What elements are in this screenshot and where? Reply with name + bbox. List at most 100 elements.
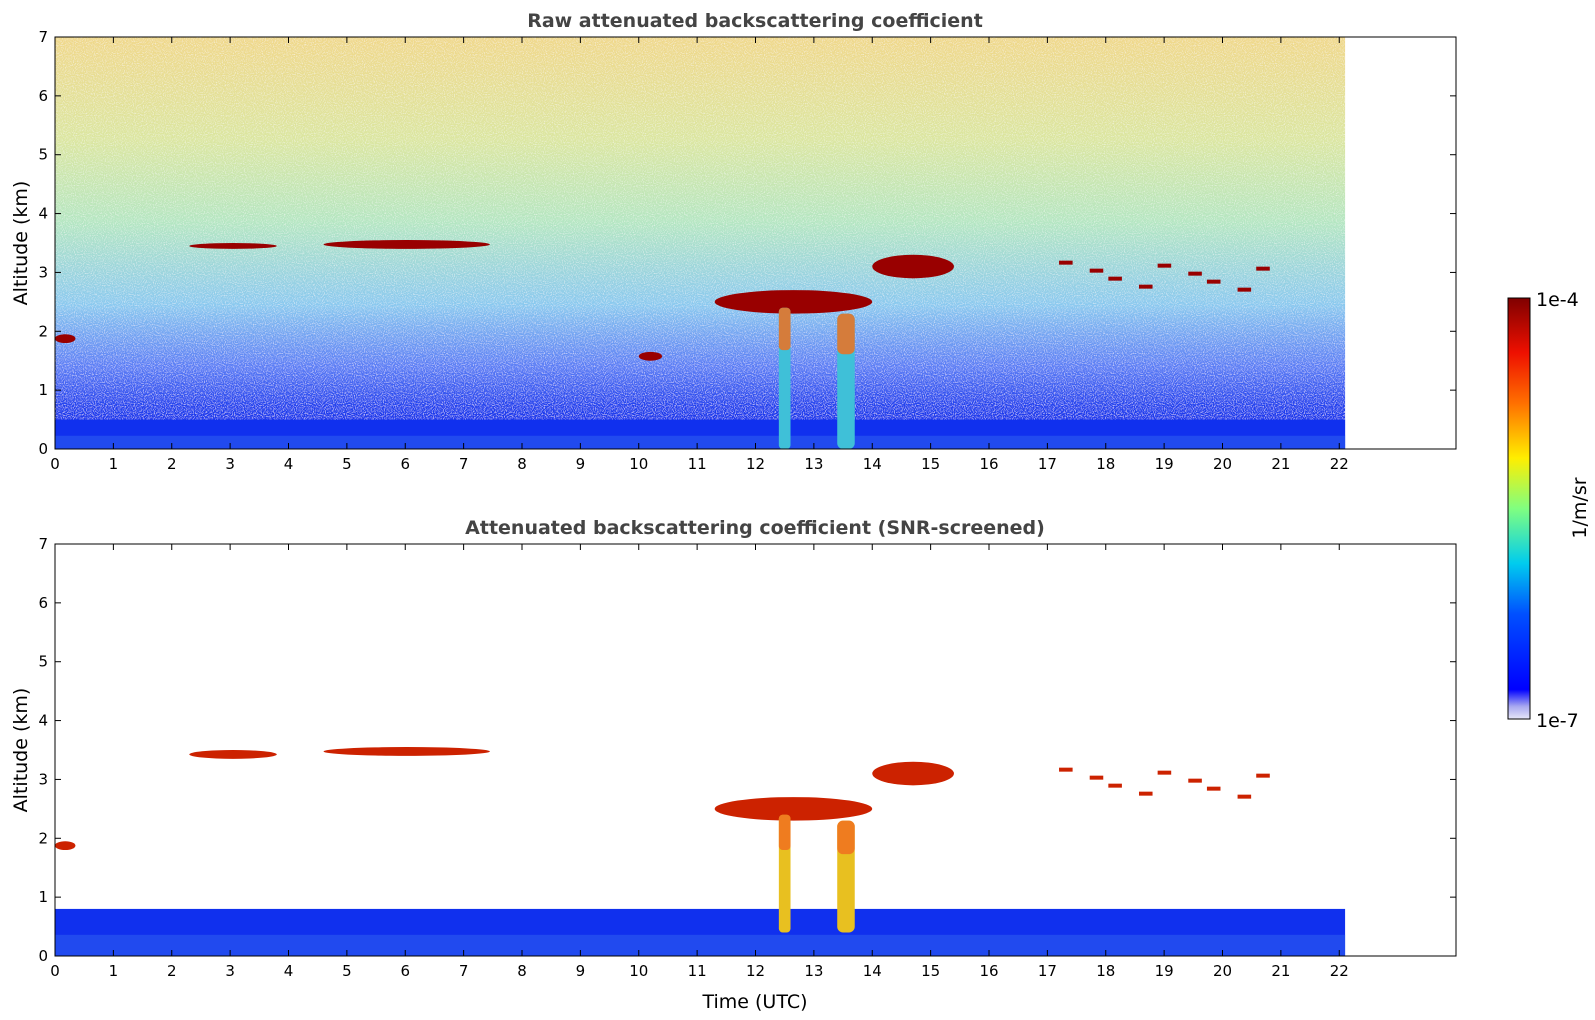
x-tick-label: 3 xyxy=(225,455,235,473)
panel-1-heatmap xyxy=(55,37,1346,449)
x-tick-label: 15 xyxy=(921,962,940,980)
x-tick-label: 8 xyxy=(517,962,527,980)
y-tick-label: 4 xyxy=(38,205,48,223)
feature-cloud-layer xyxy=(872,254,954,279)
feature-cloud-layer xyxy=(323,240,490,249)
panel-2-features xyxy=(55,747,1346,956)
colorbar-min-label: 1e-7 xyxy=(1536,710,1579,732)
x-tick-label: 19 xyxy=(1155,962,1174,980)
x-axis-label: Time (UTC) xyxy=(701,991,807,1013)
feature-cloud-layer xyxy=(55,841,76,851)
feature-scattered-cloud-fragments-piece xyxy=(1256,773,1270,778)
feature-scattered-cloud-fragments-piece xyxy=(1059,767,1073,772)
y-tick-label: 7 xyxy=(38,28,48,46)
x-tick-label: 12 xyxy=(746,962,765,980)
panel-1-features xyxy=(55,240,1346,449)
x-tick-label: 22 xyxy=(1330,455,1349,473)
feature-scattered-cloud-fragments-piece xyxy=(1089,775,1104,780)
y-tick-label: 5 xyxy=(38,653,48,671)
feature-cloud-layer xyxy=(872,761,954,786)
x-tick-label: 5 xyxy=(342,455,352,473)
x-tick-label: 4 xyxy=(284,962,294,980)
feature-scattered-cloud-fragments-piece xyxy=(1237,794,1252,799)
x-tick-label: 11 xyxy=(688,455,707,473)
feature-near-surface-aerosol-layer xyxy=(55,908,1346,956)
raw-backscatter-panel: Raw attenuated backscattering coefficien… xyxy=(10,10,1457,473)
x-tick-label: 22 xyxy=(1330,962,1349,980)
feature-cloud-layer xyxy=(189,243,277,249)
x-tick-label: 10 xyxy=(629,962,648,980)
feature-cloud-layer xyxy=(638,351,663,361)
x-tick-label: 3 xyxy=(225,962,235,980)
y-tick-label: 2 xyxy=(38,829,48,847)
feature-precipitation-streak xyxy=(778,307,791,449)
x-tick-label: 19 xyxy=(1155,455,1174,473)
panel-1-y-ticks: 0 1 2 3 4 5 6 7 xyxy=(38,28,1456,458)
feature-precipitation-streak xyxy=(778,814,791,933)
x-tick-label: 14 xyxy=(863,962,882,980)
feature-cloud-layer xyxy=(714,797,873,821)
x-tick-label: 13 xyxy=(804,962,823,980)
feature-scattered-cloud-fragments-piece xyxy=(1188,271,1202,276)
panel-1-title: Raw attenuated backscattering coefficien… xyxy=(527,10,983,32)
feature-scattered-cloud-fragments-piece xyxy=(1138,284,1153,289)
y-tick-label: 5 xyxy=(38,146,48,164)
x-tick-label: 6 xyxy=(400,455,410,473)
feature-precipitation-streak xyxy=(837,820,855,933)
x-tick-label: 14 xyxy=(863,455,882,473)
panel-1-noise-background xyxy=(55,37,1346,449)
feature-scattered-cloud-fragments-piece xyxy=(1157,263,1172,268)
y-tick-label: 7 xyxy=(38,535,48,553)
feature-scattered-cloud-fragments xyxy=(1059,260,1270,292)
feature-scattered-cloud-fragments-piece xyxy=(1237,287,1252,292)
snr-screened-panel: Attenuated backscattering coefficient (S… xyxy=(10,517,1457,1013)
y-tick-label: 6 xyxy=(38,594,48,612)
x-tick-label: 5 xyxy=(342,962,352,980)
y-tick-label: 1 xyxy=(38,381,48,399)
x-tick-label: 12 xyxy=(746,455,765,473)
feature-scattered-cloud-fragments-piece xyxy=(1188,778,1202,783)
feature-scattered-cloud-fragments xyxy=(1059,767,1270,799)
x-tick-label: 7 xyxy=(459,962,469,980)
x-tick-label: 21 xyxy=(1271,455,1290,473)
colorbar-max-label: 1e-4 xyxy=(1536,289,1579,311)
y-tick-label: 2 xyxy=(38,322,48,340)
x-tick-label: 18 xyxy=(1096,962,1115,980)
y-tick-label: 0 xyxy=(38,440,48,458)
x-tick-label: 10 xyxy=(629,455,648,473)
panel-2-heatmap xyxy=(55,747,1346,956)
x-tick-label: 0 xyxy=(50,455,60,473)
feature-scattered-cloud-fragments-piece xyxy=(1206,279,1221,284)
x-tick-label: 18 xyxy=(1096,455,1115,473)
x-tick-label: 17 xyxy=(1038,962,1057,980)
x-tick-label: 16 xyxy=(979,962,998,980)
feature-scattered-cloud-fragments-piece xyxy=(1059,260,1073,265)
feature-scattered-cloud-fragments-piece xyxy=(1089,268,1104,273)
panel-1-y-axis-label: Altitude (km) xyxy=(10,181,32,306)
feature-scattered-cloud-fragments-piece xyxy=(1138,791,1153,796)
feature-near-surface-aerosol-layer-core xyxy=(55,934,1346,956)
colorbar-ramp xyxy=(1507,297,1531,720)
x-tick-label: 20 xyxy=(1213,962,1232,980)
panel-1-x-ticks: 0 1 2 3 4 5 6 7 8 9 10 11 12 13 14 15 16 17 18 19 20 21 22 xyxy=(50,37,1349,473)
x-tick-label: 9 xyxy=(576,455,586,473)
feature-scattered-cloud-fragments-piece xyxy=(1256,266,1270,271)
x-tick-label: 1 xyxy=(109,455,119,473)
feature-precipitation-streak-top xyxy=(778,307,791,351)
feature-precipitation-streak-top xyxy=(837,313,855,355)
feature-cloud-layer xyxy=(714,290,873,314)
x-tick-label: 16 xyxy=(979,455,998,473)
panel-2-y-ticks: 0 1 2 3 4 5 6 7 xyxy=(38,535,1456,965)
x-tick-label: 0 xyxy=(50,962,60,980)
x-tick-label: 11 xyxy=(688,962,707,980)
feature-cloud-layer xyxy=(55,334,76,344)
x-tick-label: 9 xyxy=(576,962,586,980)
feature-precipitation-streak xyxy=(837,313,855,449)
colorbar-unit-label: 1/m/sr xyxy=(1569,477,1591,538)
feature-scattered-cloud-fragments-piece xyxy=(1157,770,1172,775)
feature-cloud-layer xyxy=(323,747,490,756)
panel-2-frame xyxy=(54,543,1457,957)
feature-near-surface-aerosol-layer xyxy=(55,419,1346,449)
panel-2-x-ticks: 0 1 2 3 4 5 6 7 8 9 10 11 12 13 14 15 16 17 18 19 20 21 22 xyxy=(50,544,1349,980)
feature-scattered-cloud-fragments-piece xyxy=(1206,786,1221,791)
